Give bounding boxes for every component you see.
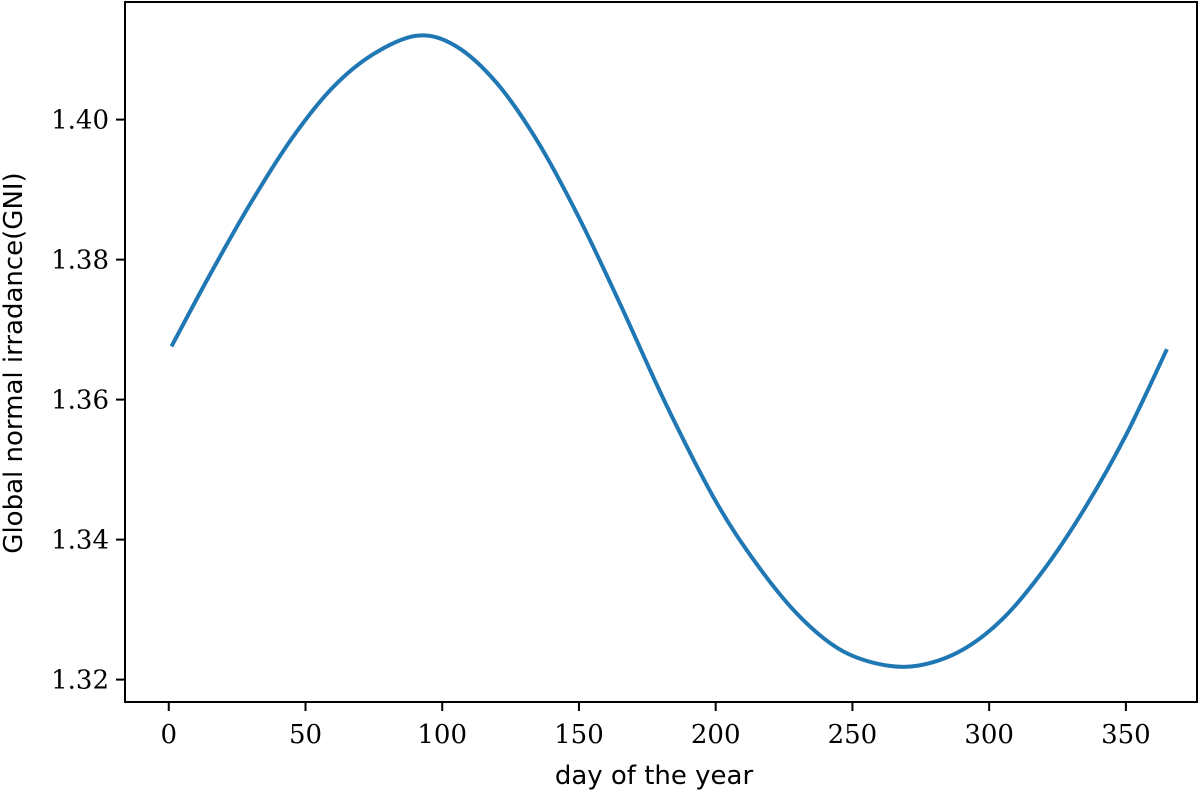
y-tick-label: 1.40 <box>51 106 109 136</box>
y-axis-title: Global normal irradance(GNI) <box>0 172 29 553</box>
plot-frame <box>124 1 1198 703</box>
y-tick-label: 1.36 <box>51 386 109 416</box>
x-tick-label: 300 <box>964 720 1014 750</box>
x-tick-label: 250 <box>828 720 878 750</box>
x-tick-label: 150 <box>554 720 604 750</box>
x-tick-label: 50 <box>289 720 322 750</box>
y-tick-label: 1.34 <box>51 526 109 556</box>
y-axis: 1.32 1.34 1.36 1.38 1.40 <box>51 106 125 696</box>
x-axis: 0 50 100 150 200 250 300 350 <box>160 702 1151 750</box>
x-tick-label: 200 <box>691 720 741 750</box>
x-tick-label: 100 <box>417 720 467 750</box>
y-tick-label: 1.32 <box>51 666 109 696</box>
y-tick-label: 1.38 <box>51 246 109 276</box>
x-tick-label: 0 <box>160 720 177 750</box>
gni-series-line <box>169 33 1169 669</box>
x-axis-title: day of the year <box>555 761 754 791</box>
x-tick-label: 350 <box>1101 720 1151 750</box>
